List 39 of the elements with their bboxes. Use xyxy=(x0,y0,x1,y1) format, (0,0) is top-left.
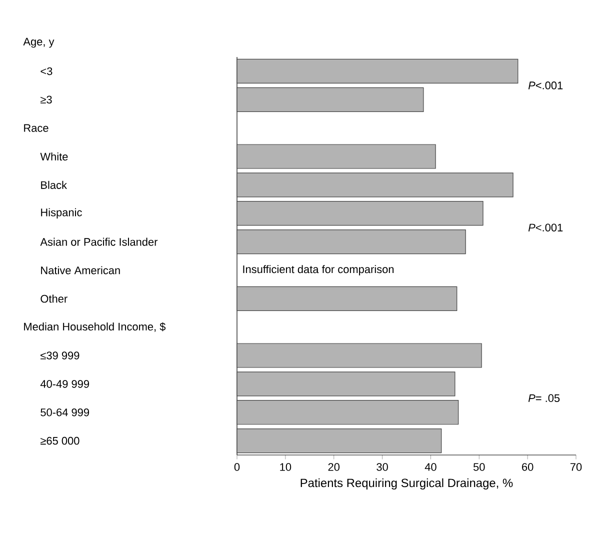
bar xyxy=(236,58,518,84)
y-tick-label: Hispanic xyxy=(41,208,82,218)
annotation: P<.001 xyxy=(528,224,563,232)
y-tick-label: 40-49 999 xyxy=(40,380,90,388)
bar xyxy=(236,400,459,425)
y-tick-label: Other xyxy=(40,294,68,303)
x-tick-label: 20 xyxy=(328,463,340,471)
bar xyxy=(236,172,514,198)
y-tick-label: Native American xyxy=(41,266,120,274)
x-tick-label: 10 xyxy=(280,463,292,471)
bar xyxy=(236,343,482,368)
annotation: P= .05 xyxy=(528,394,560,402)
x-tick-label: 30 xyxy=(376,463,388,471)
annotation: P<.001 xyxy=(528,82,563,90)
y-tick-label: Asian or Pacific Islander xyxy=(40,238,158,246)
y-tick-label: White xyxy=(40,152,68,161)
y-tick-label: Black xyxy=(41,180,68,189)
x-tick-label: 60 xyxy=(522,463,534,471)
text: Age, y xyxy=(23,38,54,48)
x-tick-label: 50 xyxy=(473,463,485,471)
text: Race xyxy=(24,124,48,132)
bar xyxy=(236,286,458,311)
text: Median Household Income, $ xyxy=(24,322,166,332)
bar xyxy=(236,229,466,254)
x-axis-title: Patients Requiring Surgical Drainage, % xyxy=(300,478,513,490)
bar xyxy=(236,372,456,396)
bar xyxy=(236,428,442,454)
y-tick-label: ≥65 000 xyxy=(40,436,80,445)
annotation: Insufficient data for comparison xyxy=(243,265,394,276)
y-tick-label: ≤39 999 xyxy=(40,352,80,360)
x-tick-label: 70 xyxy=(570,463,582,471)
bar xyxy=(236,201,484,226)
y-tick-label: 50-64 999 xyxy=(40,408,90,416)
y-tick-label: <3 xyxy=(40,67,52,76)
x-tick-label: 40 xyxy=(424,463,436,471)
y-tick-label: ≥3 xyxy=(40,96,52,104)
x-tick-label: 0 xyxy=(234,463,240,471)
bar xyxy=(236,87,424,112)
bar xyxy=(236,144,436,169)
